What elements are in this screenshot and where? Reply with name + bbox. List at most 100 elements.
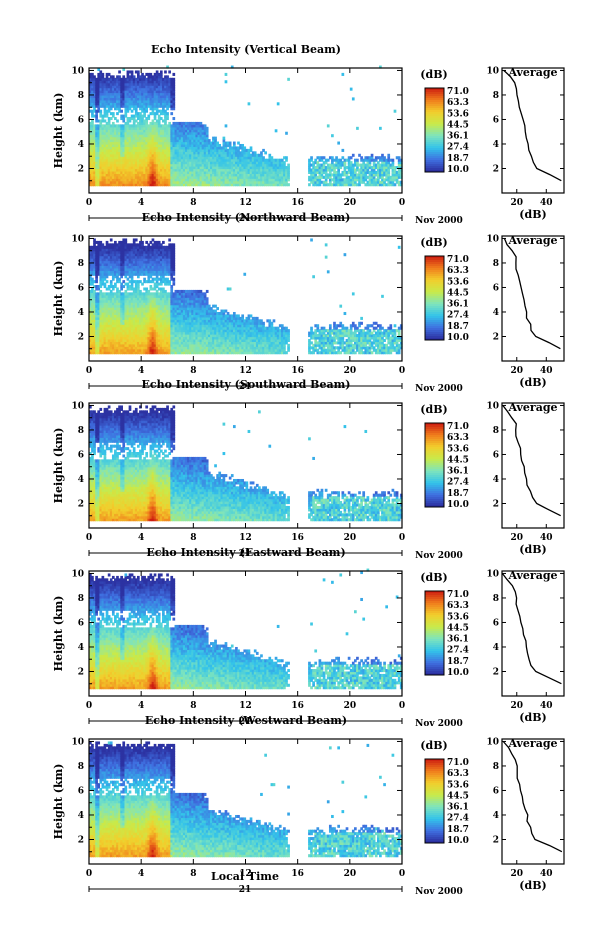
heatmap-cell (147, 163, 151, 167)
heatmap-cell (120, 126, 123, 130)
heatmap-cell (134, 94, 138, 99)
heatmap-cell (109, 87, 113, 91)
heatmap-cell (132, 117, 136, 121)
heatmap-cell (120, 90, 123, 94)
heatmap-cell (122, 124, 126, 128)
heatmap-cell (151, 178, 155, 182)
heatmap-cell (136, 112, 140, 116)
heatmap-cell (122, 114, 126, 118)
heatmap-cell (153, 161, 157, 165)
heatmap-cell (122, 153, 126, 157)
heatmap-cell (151, 112, 155, 116)
heatmap-cell (145, 143, 149, 148)
heatmap-cell (114, 129, 117, 133)
heatmap-cell (149, 146, 153, 150)
heatmap-cell (141, 97, 144, 101)
heatmap-cell (107, 80, 111, 84)
heatmap-cell (128, 94, 132, 99)
heatmap-cell (103, 134, 107, 138)
heatmap-cell (95, 141, 98, 145)
heatmap-cell (103, 80, 107, 84)
heatmap-cell (97, 170, 101, 174)
heatmap-cell (149, 168, 153, 172)
heatmap-cell (134, 124, 138, 128)
heatmap-cell (132, 121, 136, 125)
heatmap-cell (130, 104, 134, 108)
heatmap-cell (134, 80, 138, 84)
heatmap-cell (107, 161, 111, 165)
heatmap-cell (132, 80, 136, 84)
heatmap-cell (99, 143, 103, 148)
heatmap-cell (130, 85, 134, 89)
heatmap-cell (143, 134, 146, 138)
heatmap-cell (103, 166, 107, 170)
heatmap-cell (114, 90, 117, 94)
heatmap-cell (107, 92, 111, 96)
heatmap-cell (116, 170, 119, 174)
heatmap-cell (126, 156, 130, 160)
heatmap-cell (143, 112, 146, 116)
heatmap-cell (95, 109, 98, 113)
heatmap-cell (130, 158, 134, 162)
heatmap-cell (93, 80, 96, 84)
heatmap-cell (97, 175, 101, 179)
heatmap-cell (105, 92, 109, 96)
heatmap-cell (105, 161, 109, 165)
heatmap-cell (118, 94, 121, 99)
heatmap-cell (134, 109, 138, 113)
heatmap-cell (145, 99, 149, 103)
heatmap-cell (126, 87, 130, 91)
heatmap-cell (93, 102, 96, 106)
heatmap-cell (147, 75, 151, 79)
heatmap-cell (99, 131, 103, 135)
heatmap-cell (151, 124, 155, 128)
heatmap-cell (128, 99, 132, 103)
heatmap-cell (109, 170, 113, 174)
heatmap-cell (118, 180, 121, 184)
heatmap-cell (370, 153, 374, 157)
heatmap-cell (116, 143, 119, 148)
heatmap-cell (132, 75, 136, 79)
heatmap-cell (134, 170, 138, 174)
heatmap-cell (97, 107, 101, 111)
heatmap-cell (132, 161, 136, 165)
heatmap-cell (89, 129, 92, 133)
heatmap-cell (124, 124, 128, 128)
heatmap-cell (130, 173, 134, 177)
y-tick-label: 2 (78, 164, 84, 174)
heatmap-cell (124, 175, 128, 179)
heatmap-cell (147, 82, 151, 86)
heatmap-cell (128, 153, 132, 157)
heatmap-cell (109, 77, 113, 81)
heatmap-cell (249, 146, 253, 150)
heatmap-cell (103, 107, 107, 111)
heatmap-cell (120, 117, 123, 121)
heatmap-cell (89, 102, 92, 106)
heatmap-cell (130, 82, 134, 86)
heatmap-cell (111, 129, 115, 133)
heatmap-cell (132, 153, 136, 157)
heatmap-cell (331, 134, 334, 138)
heatmap-cell (136, 143, 140, 148)
heatmap-cell (118, 82, 121, 86)
heatmap-cell (130, 117, 134, 121)
heatmap-cell (153, 180, 157, 184)
heatmap-cell (95, 175, 98, 179)
heatmap-cell (109, 161, 113, 165)
heatmap-cell (287, 163, 290, 167)
heatmap-cell (145, 175, 149, 179)
heatmap-cell (143, 139, 146, 143)
heatmap-cell (97, 168, 101, 172)
heatmap-cell (105, 114, 109, 118)
heatmap-cell (103, 178, 107, 182)
heatmap-cell (379, 126, 382, 130)
heatmap-cell (99, 94, 103, 99)
heatmap-cell (116, 97, 119, 101)
heatmap-cell (89, 175, 92, 179)
heatmap-cell (149, 166, 153, 170)
heatmap-cell (91, 131, 94, 135)
heatmap-cell (105, 143, 109, 148)
heatmap-cell (136, 156, 140, 160)
heatmap-cell (118, 163, 121, 167)
heatmap-cell (132, 104, 136, 108)
